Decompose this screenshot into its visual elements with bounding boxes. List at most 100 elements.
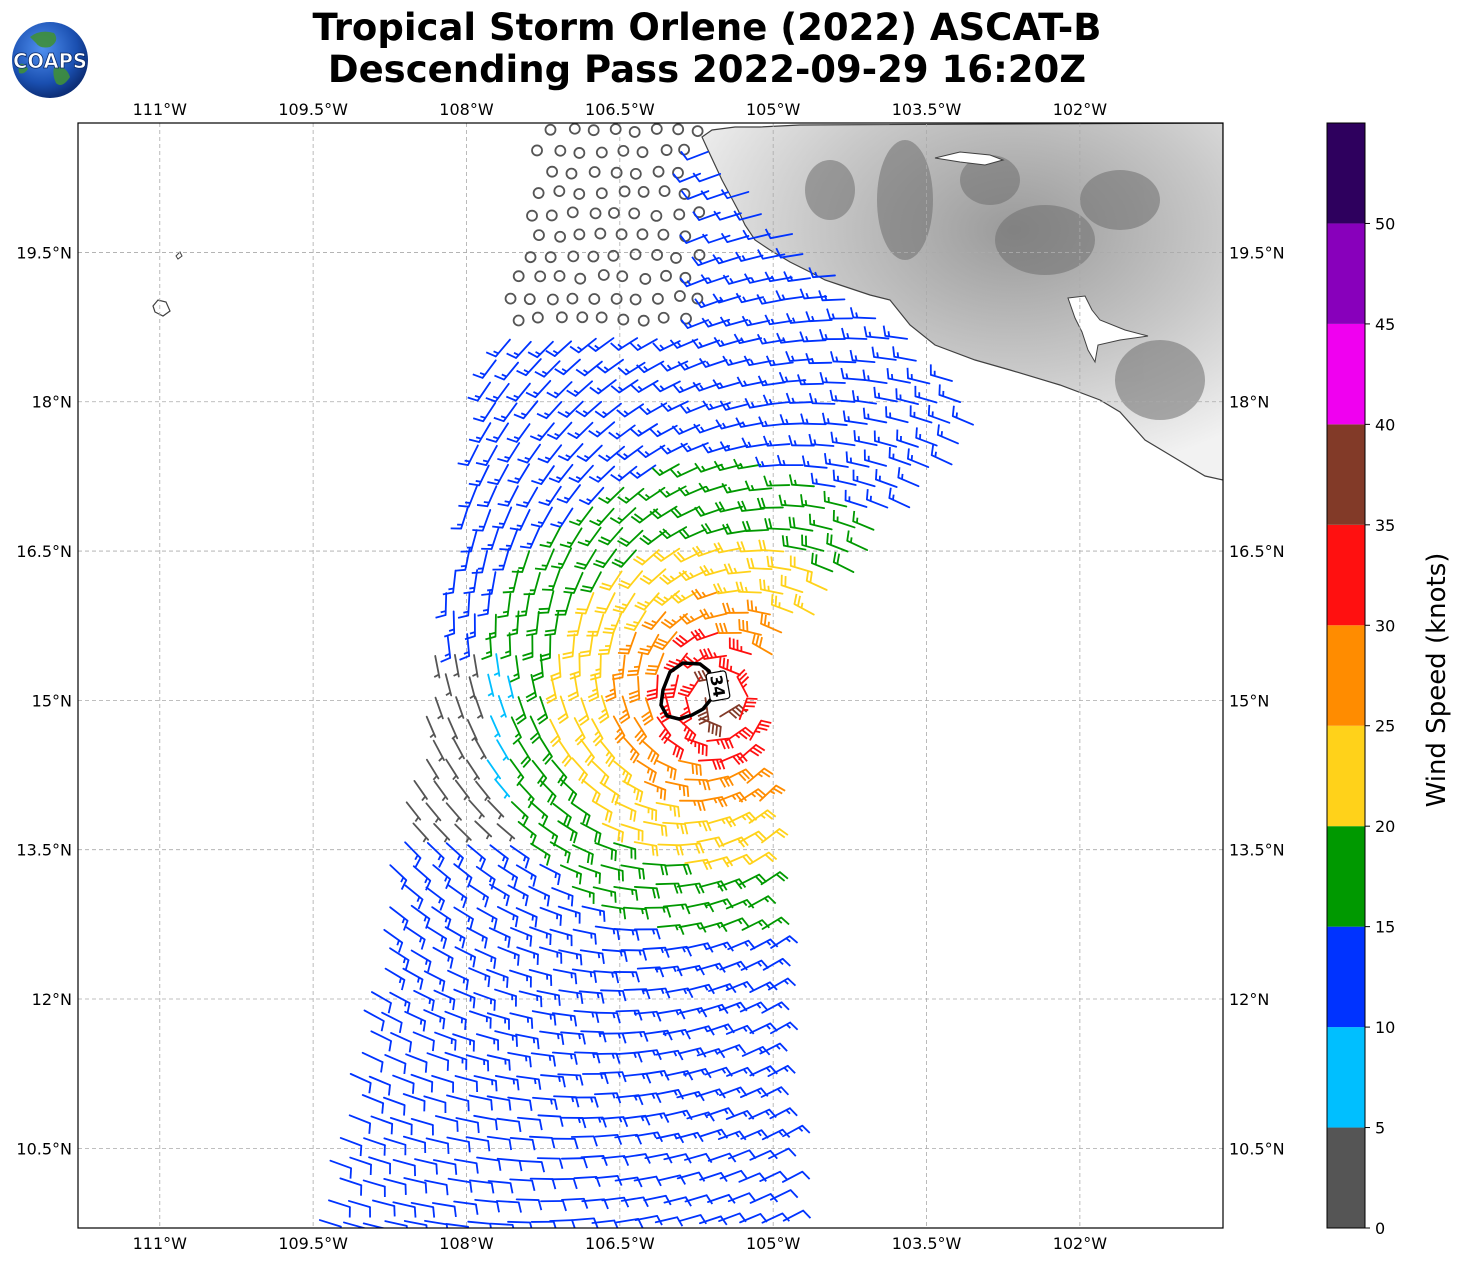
calm-circle bbox=[670, 252, 682, 264]
wind-barb bbox=[741, 520, 770, 533]
wind-barb bbox=[581, 779, 601, 805]
wind-barb bbox=[361, 1094, 385, 1114]
wind-barb bbox=[598, 445, 626, 462]
wind-barb bbox=[550, 507, 574, 528]
wind-barb bbox=[760, 871, 789, 886]
calm-circle bbox=[628, 126, 641, 138]
wind-barb bbox=[431, 1074, 455, 1093]
calm-circle bbox=[512, 270, 525, 283]
wind-barb bbox=[676, 964, 705, 976]
wind-barb bbox=[757, 249, 786, 260]
wind-barb bbox=[453, 1158, 479, 1174]
wind-barb bbox=[862, 369, 888, 384]
wind-barb bbox=[677, 759, 702, 776]
calm-circle bbox=[651, 249, 663, 261]
wind-barb bbox=[496, 1157, 523, 1172]
wind-barb bbox=[739, 1001, 769, 1013]
wind-barb bbox=[468, 422, 492, 443]
wind-barb bbox=[578, 697, 590, 726]
wind-barb bbox=[551, 547, 573, 569]
wind-barb bbox=[485, 338, 511, 358]
wind-barb bbox=[676, 842, 705, 854]
wind-barb bbox=[452, 1033, 475, 1052]
wind-barb bbox=[642, 987, 671, 999]
wind-barb bbox=[432, 739, 445, 762]
wind-barb bbox=[623, 610, 647, 631]
wind-barb bbox=[476, 1156, 502, 1171]
lon-tick-label: 106.5°W bbox=[585, 1234, 655, 1253]
wind-barb bbox=[589, 379, 617, 395]
wind-barb bbox=[705, 941, 734, 952]
wind-barb bbox=[719, 441, 749, 452]
wind-barb bbox=[613, 885, 639, 901]
wind-barb bbox=[472, 401, 497, 423]
wind-barb bbox=[536, 990, 561, 1006]
wind-barb bbox=[678, 569, 707, 581]
wind-barb bbox=[392, 1158, 416, 1177]
wind-barb bbox=[362, 1222, 386, 1228]
wind-barb bbox=[473, 992, 496, 1011]
wind-barb bbox=[622, 780, 644, 803]
wind-barb bbox=[714, 501, 744, 513]
wind-barb bbox=[594, 842, 617, 862]
calm-circle bbox=[565, 167, 578, 180]
wind-barb bbox=[554, 358, 581, 376]
wind-barb bbox=[743, 273, 773, 284]
wind-barb bbox=[760, 1086, 790, 1098]
wind-barb bbox=[551, 1012, 578, 1027]
wind-barb bbox=[444, 1051, 468, 1070]
wind-barb bbox=[402, 1093, 426, 1112]
calm-circle bbox=[629, 293, 642, 306]
wind-barb bbox=[529, 422, 555, 442]
calm-circle bbox=[597, 269, 610, 281]
wind-barb bbox=[447, 717, 459, 740]
wind-barb bbox=[675, 1131, 704, 1143]
wind-barb bbox=[566, 380, 593, 397]
wind-barb bbox=[781, 1170, 811, 1183]
wind-barb bbox=[509, 845, 530, 869]
wind-barb bbox=[557, 905, 581, 924]
wind-barb bbox=[591, 718, 604, 747]
lon-tick-label: 108°W bbox=[439, 100, 494, 119]
wind-barb bbox=[494, 361, 519, 381]
wind-barb bbox=[718, 1212, 747, 1223]
wind-barb bbox=[576, 444, 603, 462]
wind-barb bbox=[735, 251, 764, 262]
wind-barb bbox=[544, 611, 560, 637]
coaps-logo: COAPS bbox=[12, 22, 88, 98]
wind-barb bbox=[384, 967, 406, 991]
wind-barb bbox=[659, 570, 687, 585]
calm-circle bbox=[607, 249, 620, 262]
wind-barb bbox=[493, 402, 518, 423]
calm-circle bbox=[617, 144, 630, 157]
wind-barb bbox=[759, 578, 784, 595]
wind-barb bbox=[445, 842, 464, 868]
wind-barb bbox=[410, 1073, 434, 1093]
wind-barb bbox=[567, 673, 579, 702]
wind-barb bbox=[851, 390, 877, 405]
wind-barb bbox=[444, 926, 466, 949]
wind-barb bbox=[468, 884, 489, 908]
wind-barb bbox=[862, 407, 888, 424]
wind-barb bbox=[655, 882, 683, 894]
colorbar-bin bbox=[1327, 323, 1365, 425]
wind-barb bbox=[873, 386, 898, 403]
wind-barb bbox=[425, 758, 440, 781]
lake-chapala bbox=[934, 151, 1005, 166]
wind-barb bbox=[733, 458, 762, 470]
wind-barb bbox=[562, 633, 576, 660]
colorbar-tick-label: 45 bbox=[1375, 315, 1395, 334]
wind-barb bbox=[927, 404, 951, 424]
wind-barb bbox=[676, 882, 705, 894]
colorbar-bin bbox=[1327, 123, 1365, 224]
wind-barb bbox=[474, 948, 497, 969]
wind-barb bbox=[652, 547, 681, 562]
wind-barb bbox=[749, 851, 778, 865]
wind-barb bbox=[601, 948, 628, 962]
wind-barb bbox=[573, 1009, 600, 1024]
wind-barb bbox=[412, 1031, 435, 1052]
wind-barb bbox=[434, 696, 444, 720]
wind-barb bbox=[499, 528, 519, 551]
wind-barb bbox=[706, 1107, 736, 1118]
wind-barb bbox=[541, 568, 561, 591]
